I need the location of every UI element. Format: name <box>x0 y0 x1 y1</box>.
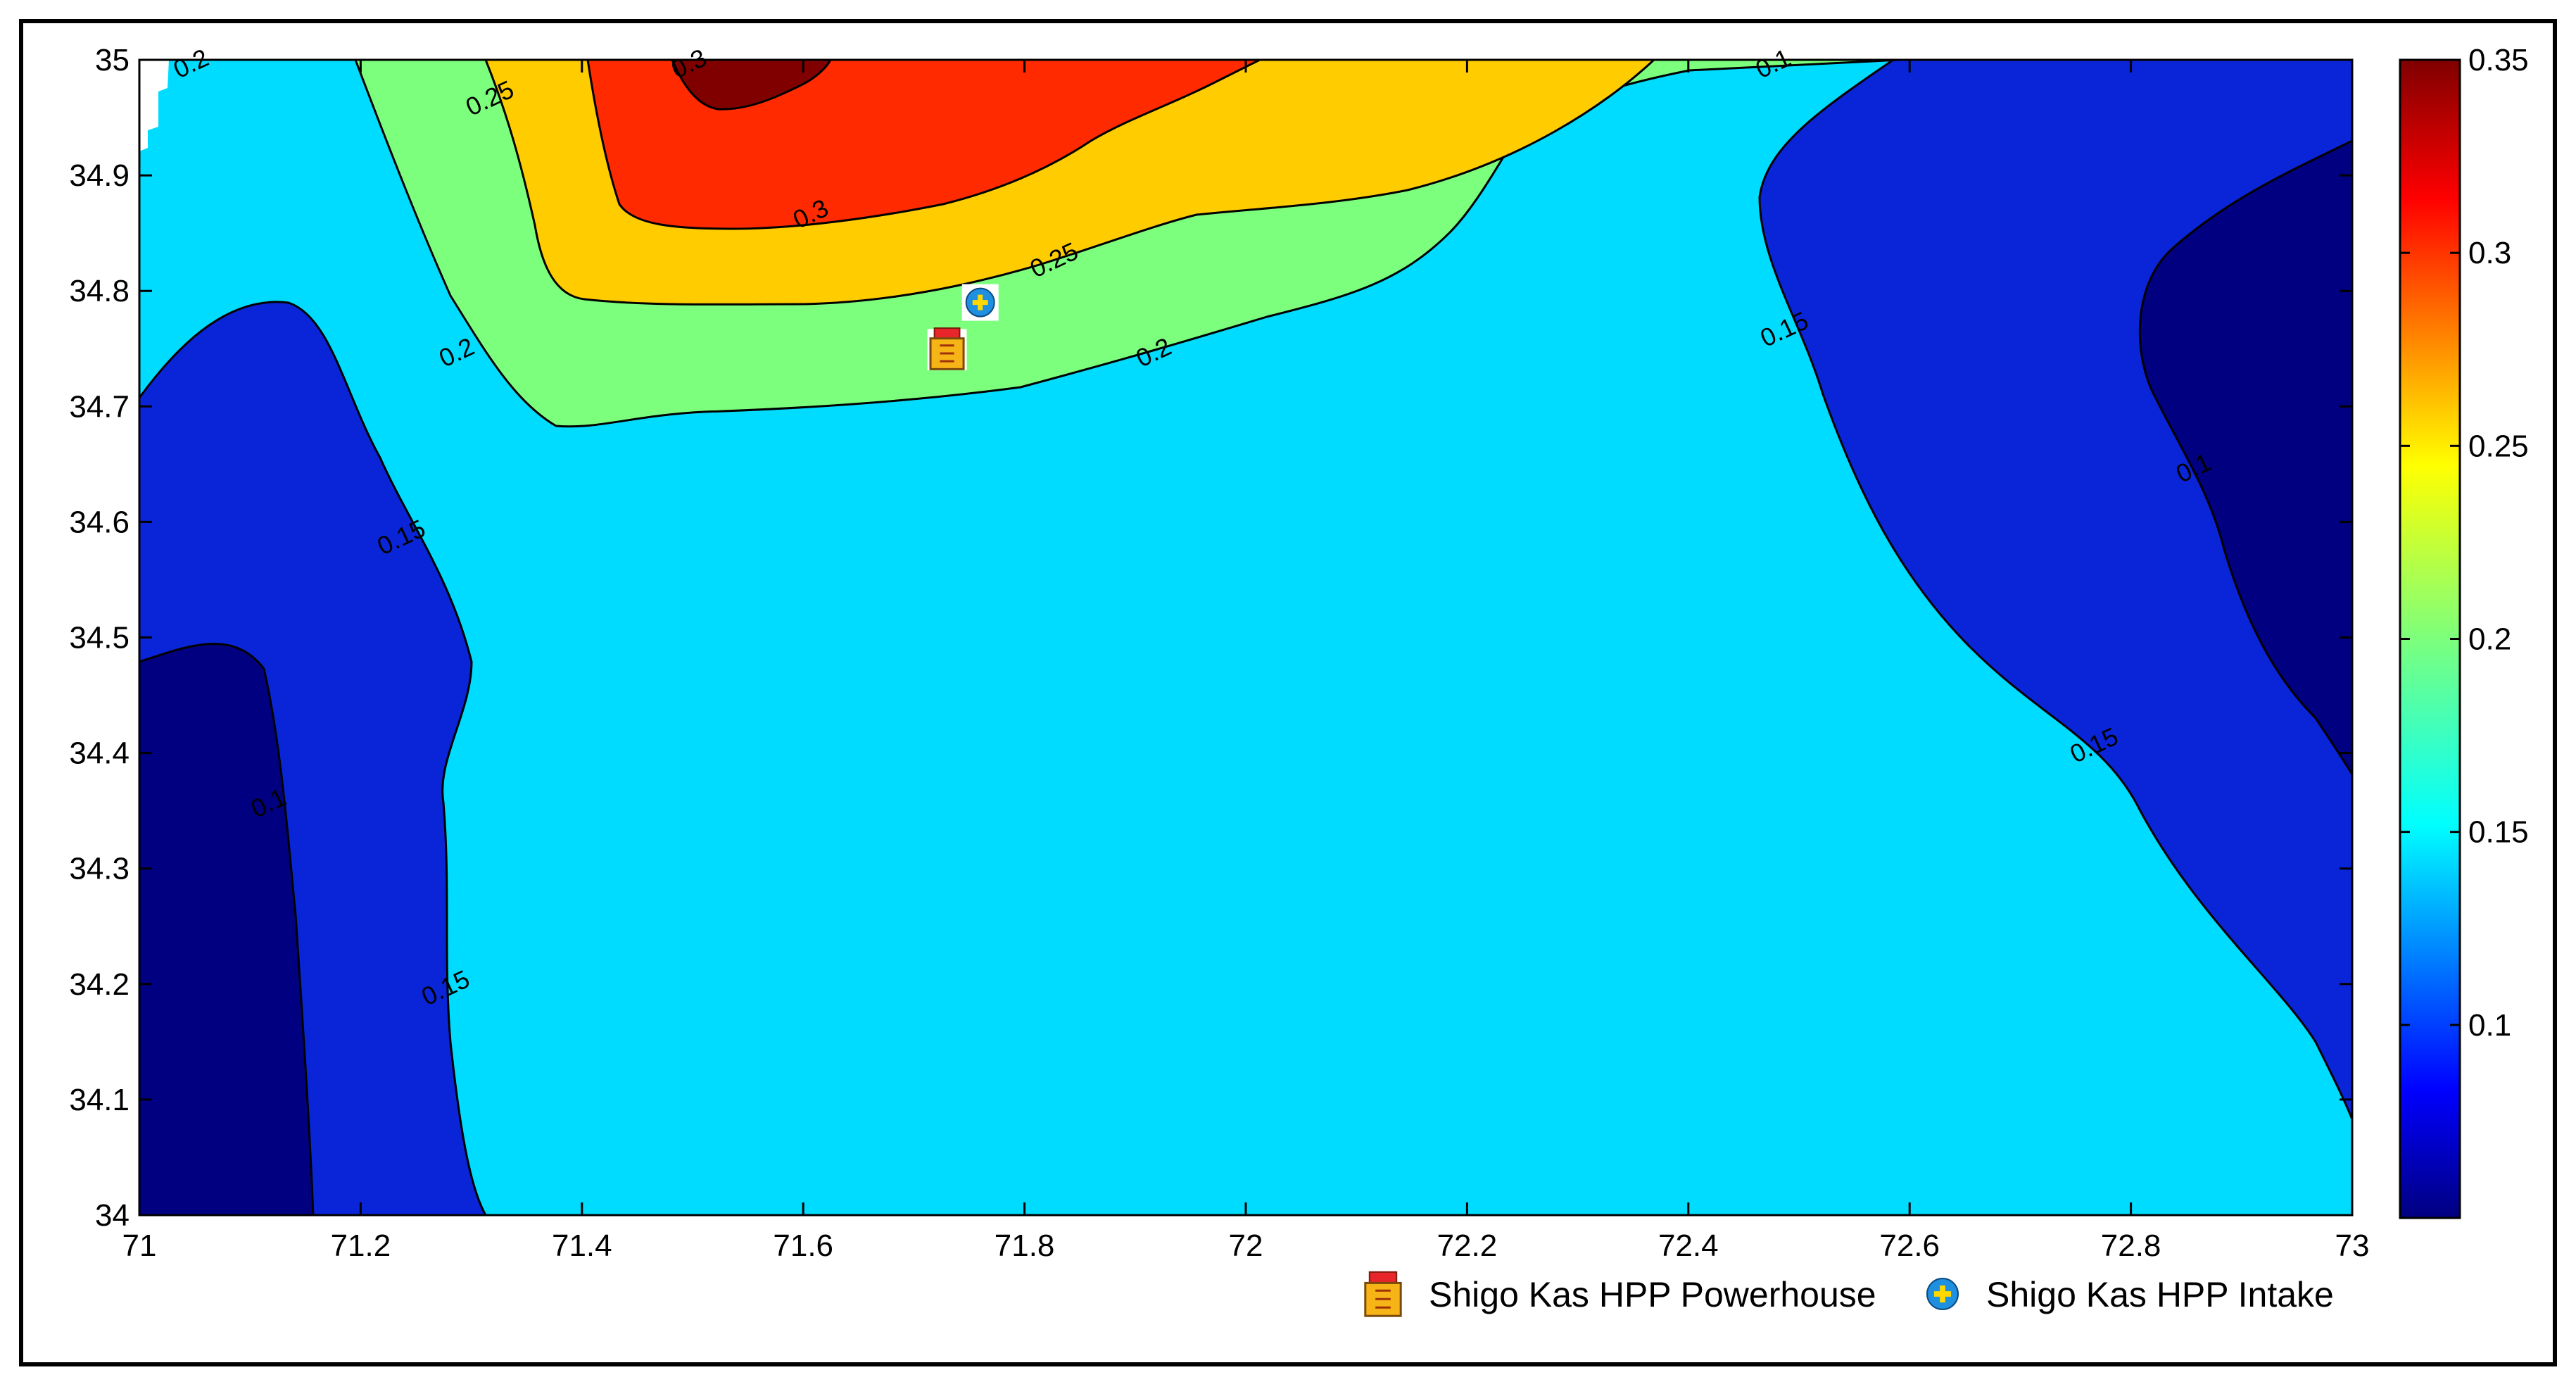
colorbar-tick-label: 0.35 <box>2468 43 2529 77</box>
legend: Shigo Kas HPP Powerhouse Shigo Kas HPP In… <box>1362 1271 2334 1317</box>
y-axis: 34 34.1 34.2 34.3 34.4 34.5 34.6 34.7 34.8 34.9 35 <box>69 43 2352 1233</box>
x-axis: 71 71.2 71.4 71.6 71.8 72 72.2 72.4 72.6 72.8 73 <box>122 60 2370 1263</box>
contour-band-left-below-0-10 <box>139 643 315 1215</box>
y-tick-label: 34.3 <box>69 852 130 886</box>
colorbar-ticks: 0.1 0.15 0.2 0.25 0.3 0.35 <box>2400 43 2529 1043</box>
y-tick-label: 34.5 <box>69 621 130 655</box>
contour-band-right-below-0-10 <box>2138 139 2352 777</box>
intake-marker <box>961 284 999 321</box>
y-tick-label: 34.4 <box>69 736 130 771</box>
y-tick-label: 34.1 <box>69 1083 130 1117</box>
contour-band-above-0-35 <box>671 60 832 111</box>
colorbar-tick-label: 0.15 <box>2468 815 2529 850</box>
y-tick-label: 34.7 <box>69 389 130 424</box>
y-tick-label: 34 <box>95 1198 130 1233</box>
colorbar-tick-label: 0.1 <box>2468 1008 2511 1043</box>
x-tick-label: 72 <box>1229 1228 1263 1263</box>
legend-item-powerhouse: Shigo Kas HPP Powerhouse <box>1362 1271 1876 1317</box>
legend-label-powerhouse: Shigo Kas HPP Powerhouse <box>1429 1275 1876 1314</box>
x-tick-label: 71.6 <box>773 1228 833 1263</box>
x-tick-label: 72.6 <box>1879 1228 1940 1263</box>
x-tick-label: 72.8 <box>2101 1228 2161 1263</box>
colorbar-tick-label: 0.3 <box>2468 236 2511 270</box>
colorbar-tick-label: 0.2 <box>2468 622 2511 657</box>
x-tick-label: 72.4 <box>1658 1228 1719 1263</box>
colorbar-tick-label: 0.25 <box>2468 429 2529 463</box>
x-tick-label: 71.4 <box>552 1228 612 1263</box>
contour-field <box>139 60 2352 1215</box>
x-tick-label: 71.8 <box>995 1228 1055 1263</box>
site-markers <box>927 284 999 371</box>
x-tick-label: 72.2 <box>1437 1228 1498 1263</box>
y-tick-label: 34.8 <box>69 274 130 308</box>
y-tick-label: 35 <box>95 43 130 77</box>
y-tick-label: 34.9 <box>69 158 130 193</box>
legend-item-intake: Shigo Kas HPP Intake <box>1922 1274 2334 1314</box>
contour-band-tl-gap <box>139 60 169 151</box>
y-tick-label: 34.6 <box>69 505 130 539</box>
legend-label-intake: Shigo Kas HPP Intake <box>1986 1275 2334 1314</box>
x-tick-label: 71 <box>122 1228 157 1263</box>
y-tick-label: 34.2 <box>69 967 130 1002</box>
x-tick-label: 73 <box>2335 1228 2370 1263</box>
powerhouse-marker <box>927 327 967 371</box>
x-tick-label: 71.2 <box>331 1228 391 1263</box>
